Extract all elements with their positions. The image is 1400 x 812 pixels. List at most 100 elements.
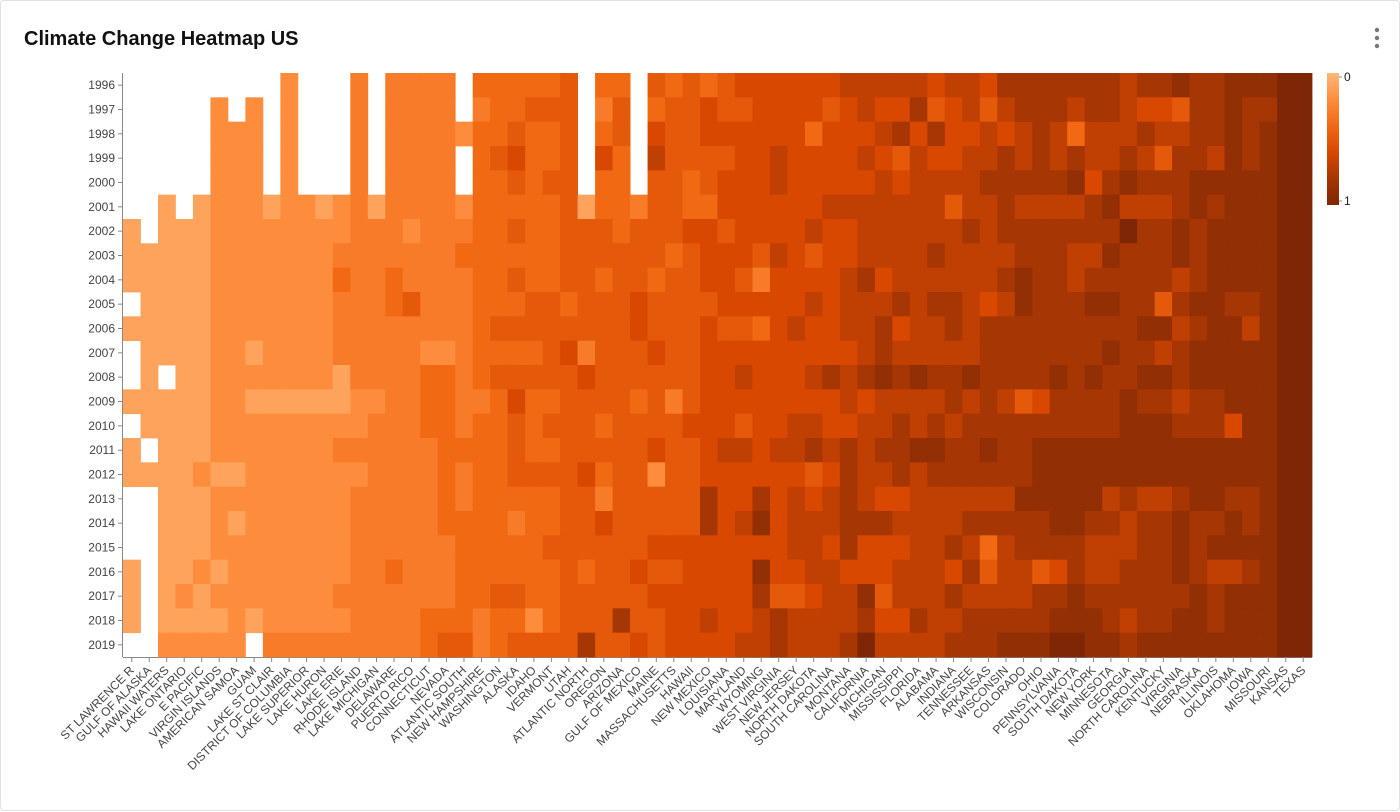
heat-cell [927,486,946,512]
heat-cell [612,413,631,439]
heat-cell [1014,340,1033,366]
heat-cell [245,267,264,293]
heat-cell [1049,121,1068,147]
heat-cell [1189,243,1208,269]
heat-cell [717,170,736,196]
heat-cell [367,292,386,317]
heat-cell [385,73,404,98]
heat-cell [1259,462,1278,488]
heat-cell [525,292,544,317]
heat-cell [560,535,579,561]
heat-cell [367,608,386,634]
heat-cell [1277,389,1295,415]
heat-cell [1189,146,1208,171]
heat-cell [1102,511,1121,536]
heat-cell [682,584,701,609]
heat-cell [682,121,701,147]
heat-cell [192,267,211,293]
heat-cell [769,243,788,269]
heat-cell [1294,267,1313,293]
heat-cell [1014,438,1033,463]
heat-cell [332,243,351,269]
heat-cell [577,267,596,293]
heat-cell [140,389,159,415]
heat-cell [700,97,718,123]
heat-cell [979,97,998,123]
heat-cell [472,559,491,585]
heat-cell [402,511,421,536]
heat-cell [839,608,858,634]
heat-cell [490,292,509,317]
heat-cell [542,438,561,463]
heat-cell [1067,73,1086,98]
heat-cell [979,632,998,658]
heat-cell [1189,267,1208,293]
heat-cell [787,146,806,171]
heat-cell [542,170,561,196]
heat-cell [927,438,946,463]
heat-cell [1014,413,1033,439]
heat-cell [822,413,841,439]
heat-cell [472,365,491,390]
heat-cell [857,243,876,269]
heat-cell [157,389,176,415]
heat-cell [542,413,561,439]
heat-cell [1259,194,1278,220]
heat-cell [1137,267,1156,293]
heat-cell [1277,292,1295,317]
heat-cell [647,486,666,512]
heat-cell [612,365,631,390]
heat-cell [332,340,351,366]
heat-cell [1084,316,1103,342]
heat-cell [577,365,596,390]
heat-cell [944,194,963,220]
heat-cell [472,584,491,609]
heat-cell [472,170,491,196]
heat-cell [752,170,771,196]
heat-cell [402,97,421,123]
heat-cell [1049,511,1068,536]
heat-cell [245,413,264,439]
heat-cell [769,632,788,658]
y-tick-label: 1999 [88,151,115,165]
heat-cell [1032,584,1051,609]
heat-cell [1014,535,1033,561]
heat-cell [682,608,701,634]
heat-cell [1014,97,1033,123]
menu-button[interactable] [1374,27,1380,49]
heat-cell [210,316,229,342]
heat-cell [752,584,771,609]
heat-cell [682,219,701,244]
heat-cell [1172,170,1191,196]
heat-cell [577,511,596,536]
heat-cell [332,486,351,512]
heat-cell [682,340,701,366]
heat-cell [769,170,788,196]
heat-cell [595,511,613,536]
heat-cell [1242,559,1260,585]
heat-cell [769,219,788,244]
heat-cell [577,316,596,342]
heat-cell [979,121,998,147]
heat-cell [420,316,439,342]
heat-cell [297,267,316,293]
heat-cell [1154,194,1173,220]
heat-cell [192,194,211,220]
heat-cell [280,511,299,536]
heat-cell [1242,340,1260,366]
heat-cell [525,219,544,244]
heat-cell [490,267,509,293]
heat-cell [350,535,369,561]
heat-cell [280,219,299,244]
heat-cell [245,146,264,171]
heat-cell [420,511,439,536]
heat-cell [525,194,544,220]
heat-cell [734,389,753,415]
heat-cell [909,73,928,98]
heat-cell [262,267,281,293]
heat-cell [647,121,666,147]
heat-cell [1207,267,1225,293]
heat-cell [402,73,421,98]
heat-cell [1014,146,1033,171]
